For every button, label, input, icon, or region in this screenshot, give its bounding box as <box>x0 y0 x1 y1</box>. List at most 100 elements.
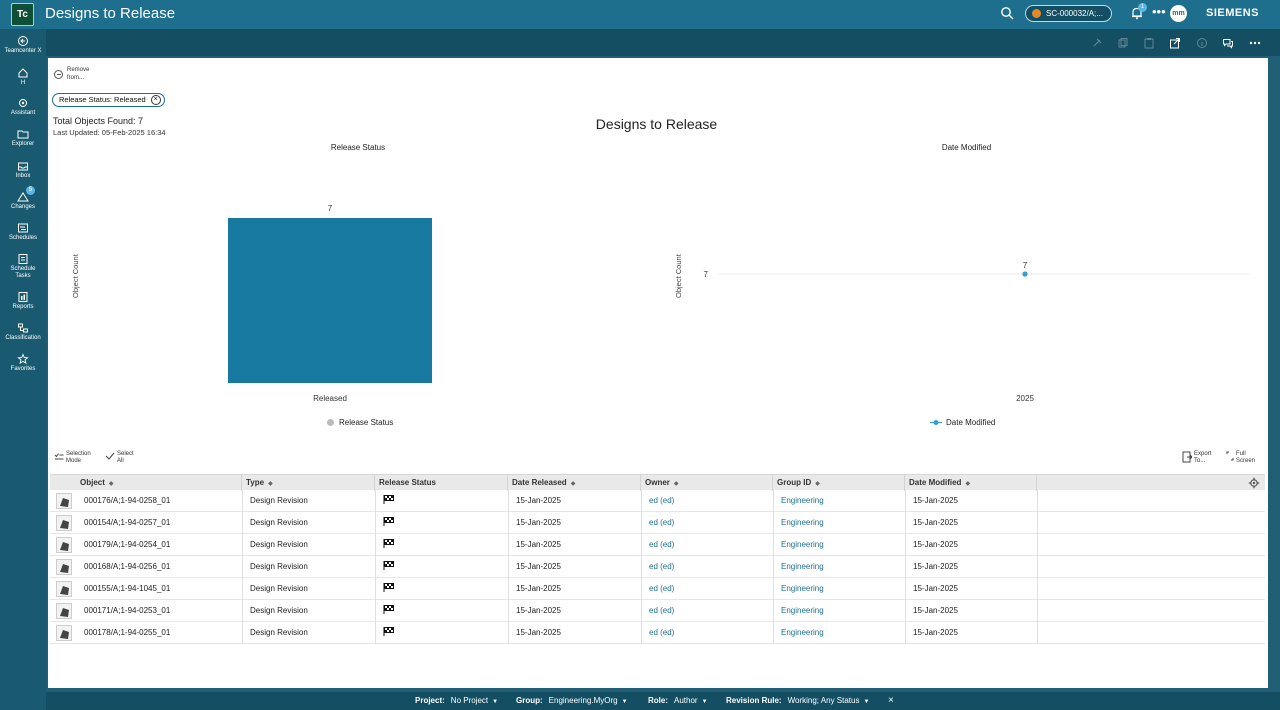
object-name[interactable]: 000176/A;1-94-0258_01 <box>84 496 171 505</box>
group-link[interactable]: Engineering <box>781 606 824 615</box>
teamcenter-logo[interactable]: Tc <box>11 3 34 26</box>
nav-inbox[interactable]: Inbox <box>0 160 46 180</box>
chat-icon[interactable] <box>1222 37 1234 49</box>
nav-schedule-tasks[interactable]: Schedule Tasks <box>0 253 46 280</box>
column-header-type[interactable]: Type ◆ <box>242 475 375 491</box>
close-icon[interactable]: × <box>150 95 161 105</box>
user-avatar[interactable]: mm <box>1170 5 1187 22</box>
close-icon[interactable]: × <box>888 695 894 706</box>
released-flag-icon <box>383 539 394 548</box>
column-header-release-status[interactable]: Release Status <box>375 475 508 491</box>
object-name[interactable]: 000154/A;1-94-0257_01 <box>84 518 171 527</box>
owner-link[interactable]: ed (ed) <box>649 584 675 593</box>
nav-schedules[interactable]: Schedules <box>0 222 46 242</box>
object-name[interactable]: 000171/A;1-94-0253_01 <box>84 606 171 615</box>
sort-icon[interactable]: ◆ <box>108 481 114 487</box>
group-selector[interactable]: Group: Engineering.MyOrg ▼ <box>516 696 628 705</box>
project-selector[interactable]: Project: No Project ▼ <box>415 696 498 705</box>
legend-marker <box>930 420 942 425</box>
paste-icon[interactable] <box>1143 37 1155 49</box>
column-header-date-modified[interactable]: Date Modified ◆ <box>905 475 1037 491</box>
owner-link[interactable]: ed (ed) <box>649 628 675 637</box>
selection-mode-button[interactable]: Selection Mode <box>54 451 96 465</box>
share-icon[interactable] <box>1169 37 1181 49</box>
column-header-owner[interactable]: Owner ◆ <box>641 475 773 491</box>
role-selector[interactable]: Role: Author ▼ <box>648 696 708 705</box>
bar[interactable] <box>228 218 432 383</box>
group-link[interactable]: Engineering <box>781 496 824 505</box>
more-menu-icon[interactable]: ••• <box>1152 4 1166 19</box>
export-icon <box>1182 451 1193 463</box>
full-screen-button[interactable]: Full Screen <box>1226 451 1260 465</box>
folder-icon <box>17 130 29 139</box>
context-selector[interactable]: SC-000032/A;... <box>1025 5 1112 22</box>
revision-rule-selector[interactable]: Revision Rule: Working; Any Status ▼ <box>726 696 869 705</box>
nav-label: Teamcenter X <box>4 48 42 54</box>
sort-icon[interactable]: ◆ <box>815 481 820 487</box>
group-link[interactable]: Engineering <box>781 584 824 593</box>
date-released: 15-Jan-2025 <box>516 584 561 593</box>
sort-icon[interactable]: ◆ <box>570 481 576 487</box>
nav-home[interactable]: H <box>0 67 46 87</box>
nav-assistant[interactable]: Assistant <box>0 97 46 117</box>
table-row[interactable]: 000155/A;1-94-1045_01 Design Revision 15-J… <box>50 578 1265 600</box>
object-name[interactable]: 000178/A;1-94-0255_01 <box>84 628 171 637</box>
column-divider <box>375 578 376 600</box>
pin-icon[interactable] <box>1091 37 1103 49</box>
data-point[interactable] <box>1022 271 1028 277</box>
group-link[interactable]: Engineering <box>781 540 824 549</box>
nav-reports[interactable]: Reports <box>0 291 46 311</box>
info-icon[interactable] <box>1196 37 1208 49</box>
export-button[interactable]: Export To... <box>1182 451 1216 465</box>
table-row[interactable]: 000154/A;1-94-0257_01 Design Revision 15-J… <box>50 512 1265 534</box>
column-header-object[interactable]: Object ◆ <box>50 475 242 491</box>
gear-icon[interactable] <box>1248 477 1260 489</box>
nav-changes[interactable]: Changes <box>0 191 46 211</box>
column-divider <box>905 556 906 578</box>
filter-chip[interactable]: Release Status: Released × <box>52 93 165 107</box>
date-modified: 15-Jan-2025 <box>913 606 958 615</box>
chevron-down-icon: ▼ <box>701 699 708 705</box>
release-status <box>379 490 395 512</box>
nav-classification[interactable]: Classification <box>0 322 46 342</box>
chevron-down-icon: ▼ <box>621 699 628 705</box>
column-header-group-id[interactable]: Group ID ◆ <box>773 475 905 491</box>
table-row[interactable]: 000178/A;1-94-0255_01 Design Revision 15-J… <box>50 622 1265 644</box>
column-header-date-released[interactable]: Date Released ◆ <box>508 475 641 491</box>
object-name[interactable]: 000168/A;1-94-0256_01 <box>84 562 171 571</box>
overflow-menu-icon[interactable] <box>1249 37 1261 49</box>
release-status <box>379 600 395 622</box>
select-all-button[interactable]: Select All <box>105 451 137 465</box>
owner-link[interactable]: ed (ed) <box>649 496 675 505</box>
search-icon[interactable] <box>1000 6 1014 20</box>
nav-explorer[interactable]: Explorer <box>0 128 46 148</box>
object-name[interactable]: 000179/A;1-94-0254_01 <box>84 540 171 549</box>
group-link[interactable]: Engineering <box>781 562 824 571</box>
object-name[interactable]: 000155/A;1-94-1045_01 <box>84 584 171 593</box>
owner-link[interactable]: ed (ed) <box>649 540 675 549</box>
table-row[interactable]: 000176/A;1-94-0258_01 Design Revision 15-J… <box>50 490 1265 512</box>
copy-icon[interactable] <box>1117 37 1129 49</box>
expand-icon <box>1226 451 1234 461</box>
nav-teamcenter-x[interactable]: Teamcenter X <box>0 35 46 55</box>
column-divider <box>641 622 642 644</box>
column-divider <box>242 600 243 622</box>
sort-icon[interactable]: ◆ <box>673 481 679 487</box>
legend[interactable]: Date Modified <box>930 418 995 427</box>
page-title: Designs to Release <box>45 5 176 22</box>
group-value: Engineering.MyOrg <box>548 696 618 705</box>
sort-icon[interactable]: ◆ <box>965 481 971 487</box>
table-row[interactable]: 000168/A;1-94-0256_01 Design Revision 15-J… <box>50 556 1265 578</box>
sort-icon[interactable]: ◆ <box>268 481 273 487</box>
table-row[interactable]: 000171/A;1-94-0253_01 Design Revision 15-J… <box>50 600 1265 622</box>
legend[interactable]: Release Status <box>327 418 393 427</box>
group-link[interactable]: Engineering <box>781 518 824 527</box>
nav-favorites[interactable]: Favorites <box>0 353 46 373</box>
owner-link[interactable]: ed (ed) <box>649 562 675 571</box>
table-row[interactable]: 000179/A;1-94-0254_01 Design Revision 15-J… <box>50 534 1265 556</box>
column-divider <box>1037 490 1038 512</box>
nav-label: Classification <box>5 335 41 341</box>
group-link[interactable]: Engineering <box>781 628 824 637</box>
owner-link[interactable]: ed (ed) <box>649 518 675 527</box>
owner-link[interactable]: ed (ed) <box>649 606 675 615</box>
